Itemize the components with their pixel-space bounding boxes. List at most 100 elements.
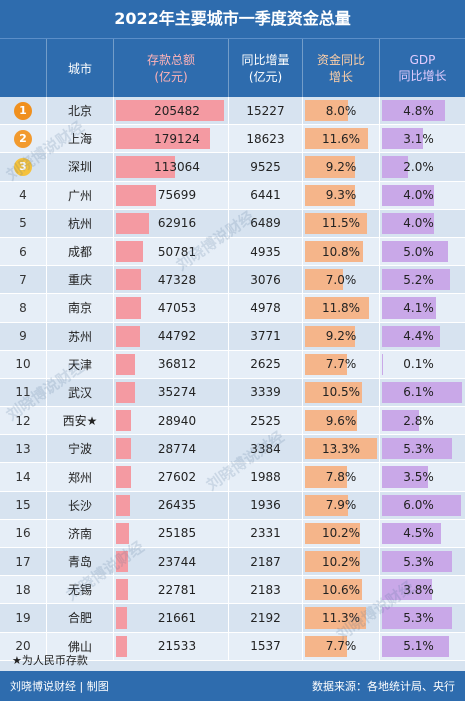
deposit-bar bbox=[116, 212, 150, 234]
gdp-value: 5.3% bbox=[403, 441, 434, 456]
growth-cell: 9.6% bbox=[302, 407, 379, 435]
growth-value: 9.2% bbox=[325, 329, 357, 344]
growth-value: 9.2% bbox=[325, 159, 357, 174]
increase-cell: 2183 bbox=[228, 576, 302, 604]
rank-cell: 6 bbox=[0, 238, 46, 265]
deposit-cell: 22781 bbox=[113, 576, 228, 604]
gdp-value: 4.1% bbox=[403, 300, 434, 315]
growth-cell: 10.8% bbox=[302, 237, 379, 266]
rank-cell: 1 bbox=[0, 97, 46, 124]
deposit-bar bbox=[116, 551, 129, 573]
table-header: 城市 存款总额 (亿元) 同比增量 (亿元) 资金同比 增长 GDP 同比增长 bbox=[0, 38, 465, 97]
deposit-cell: 27602 bbox=[113, 463, 228, 491]
header-increase-line2: (亿元) bbox=[248, 70, 283, 84]
increase-cell: 2187 bbox=[228, 548, 302, 576]
table-row: 14 郑州 27602 1988 7.8% 3.5% bbox=[0, 463, 465, 492]
growth-bar bbox=[305, 184, 356, 206]
header-deposit-line1: 存款总额 bbox=[146, 53, 195, 67]
deposit-cell: 21533 bbox=[113, 632, 228, 660]
header-increase-line1: 同比增量 bbox=[241, 53, 290, 67]
gdp-cell: 3.8% bbox=[379, 576, 465, 604]
gdp-cell: 4.5% bbox=[379, 519, 465, 547]
gdp-bar bbox=[382, 156, 409, 178]
growth-value: 10.8% bbox=[321, 244, 361, 259]
gdp-bar bbox=[382, 466, 428, 488]
growth-bar bbox=[305, 381, 362, 404]
increase-cell: 2192 bbox=[228, 604, 302, 632]
gdp-value: 4.8% bbox=[403, 103, 434, 118]
growth-value: 11.8% bbox=[321, 300, 361, 315]
growth-cell: 10.6% bbox=[302, 576, 379, 604]
deposit-cell: 47053 bbox=[113, 294, 228, 322]
rank-label: 4 bbox=[19, 188, 27, 203]
deposit-value: 75699 bbox=[157, 188, 197, 203]
city-cell: 北京 bbox=[46, 97, 113, 125]
deposit-bar bbox=[116, 607, 128, 629]
gdp-cell: 0.1% bbox=[379, 350, 465, 378]
deposit-cell: 26435 bbox=[113, 491, 228, 519]
growth-cell: 8.0% bbox=[302, 97, 379, 125]
increase-cell: 9525 bbox=[228, 153, 302, 181]
table-row: 10 天津 36812 2625 7.7% 0.1% bbox=[0, 350, 465, 379]
growth-bar bbox=[305, 494, 348, 516]
gdp-bar bbox=[382, 551, 452, 573]
increase-cell: 4978 bbox=[228, 294, 302, 322]
deposit-value: 36812 bbox=[157, 357, 197, 372]
header-deposit: 存款总额 (亿元) bbox=[113, 39, 228, 97]
deposit-bar bbox=[116, 240, 143, 263]
rank-label: 15 bbox=[15, 498, 31, 513]
rank-cell: 4 bbox=[0, 182, 46, 209]
city-cell: 重庆 bbox=[46, 266, 113, 294]
footer-bar: 刘晓博说财经 | 制图 数据来源：各地统计局、央行 bbox=[0, 671, 465, 701]
growth-bar bbox=[305, 438, 377, 460]
rank-label: 10 bbox=[15, 357, 31, 372]
gdp-bar bbox=[382, 494, 461, 516]
gdp-cell: 2.0% bbox=[379, 153, 465, 181]
table-row: 5 杭州 62916 6489 11.5% 4.0% bbox=[0, 209, 465, 238]
deposit-value: 21533 bbox=[157, 639, 197, 654]
rank-label: 9 bbox=[19, 329, 27, 344]
city-cell: 深圳 bbox=[46, 153, 113, 181]
increase-cell: 2525 bbox=[228, 407, 302, 435]
rank-label: 5 bbox=[19, 216, 27, 231]
gdp-value: 3.8% bbox=[403, 582, 434, 597]
gdp-bar bbox=[382, 240, 448, 263]
deposit-cell: 113064 bbox=[113, 153, 228, 181]
gdp-cell: 6.0% bbox=[379, 491, 465, 519]
table-row: 8 南京 47053 4978 11.8% 4.1% bbox=[0, 294, 465, 323]
gdp-value: 4.0% bbox=[403, 216, 434, 231]
city-cell: 广州 bbox=[46, 181, 113, 209]
rank-cell: 16 bbox=[0, 520, 46, 547]
city-cell: 杭州 bbox=[46, 209, 113, 237]
growth-cell: 11.6% bbox=[302, 125, 379, 153]
growth-value: 10.5% bbox=[321, 385, 361, 400]
gdp-cell: 4.4% bbox=[379, 322, 465, 350]
gdp-value: 2.8% bbox=[403, 413, 434, 428]
rank-cell: 19 bbox=[0, 604, 46, 631]
gdp-value: 4.5% bbox=[403, 526, 434, 541]
increase-cell: 2331 bbox=[228, 519, 302, 547]
header-city: 城市 bbox=[46, 39, 113, 97]
deposit-bar bbox=[116, 184, 156, 206]
increase-cell: 1537 bbox=[228, 632, 302, 660]
growth-cell: 9.3% bbox=[302, 181, 379, 209]
gdp-value: 3.1% bbox=[403, 131, 434, 146]
growth-value: 10.6% bbox=[321, 582, 361, 597]
increase-cell: 6441 bbox=[228, 181, 302, 209]
rank-label: 8 bbox=[19, 300, 27, 315]
increase-cell: 6489 bbox=[228, 209, 302, 237]
rank-cell: 11 bbox=[0, 379, 46, 406]
growth-bar bbox=[305, 607, 367, 629]
rank-cell: 10 bbox=[0, 351, 46, 378]
rank-label: 11 bbox=[15, 385, 31, 400]
rank-label: 13 bbox=[15, 441, 31, 456]
increase-cell: 4935 bbox=[228, 237, 302, 266]
growth-value: 7.0% bbox=[325, 272, 357, 287]
deposit-bar bbox=[116, 100, 224, 122]
increase-cell: 3339 bbox=[228, 378, 302, 407]
table-row: 15 长沙 26435 1936 7.9% 6.0% bbox=[0, 491, 465, 520]
rank-medal-icon: 3 bbox=[14, 157, 32, 176]
rank-cell: 13 bbox=[0, 435, 46, 462]
deposit-bar bbox=[116, 325, 140, 347]
growth-bar bbox=[305, 240, 364, 263]
